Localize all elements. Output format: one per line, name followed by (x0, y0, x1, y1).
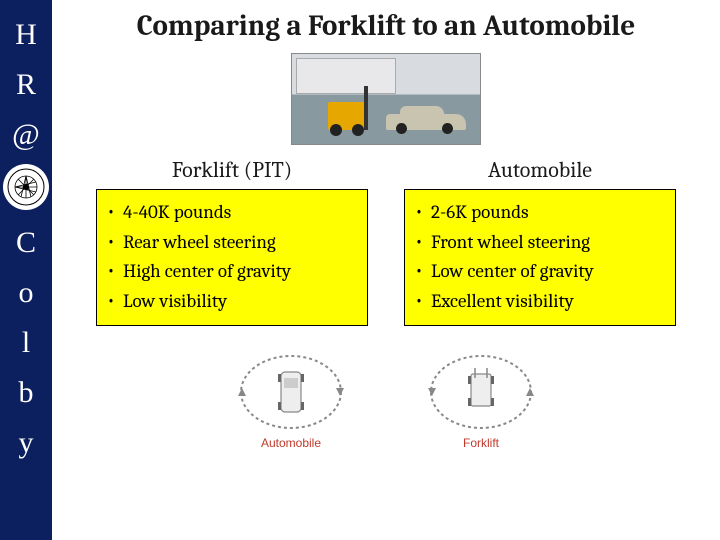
main-content: Comparing a Forklift to an Automobile Fo… (52, 0, 720, 540)
comparison-columns: Forklift (PIT) 4-40K pounds Rear wheel s… (66, 157, 706, 326)
list-item: Low center of gravity (411, 257, 665, 287)
sidebar-letter: C (16, 218, 36, 268)
automobile-column: Automobile 2-6K pounds Front wheel steer… (404, 157, 676, 326)
seal-icon (3, 164, 49, 210)
list-item: 4-40K pounds (103, 198, 357, 228)
sidebar-letter: R (16, 60, 36, 110)
sidebar-letter: H (15, 10, 37, 60)
automobile-diagram-label: Automobile (261, 436, 321, 450)
sidebar-letter: b (19, 368, 34, 418)
list-item: Rear wheel steering (103, 228, 357, 258)
sidebar-letter: o (19, 268, 34, 318)
forklift-box: 4-40K pounds Rear wheel steering High ce… (96, 189, 368, 326)
forklift-column: Forklift (PIT) 4-40K pounds Rear wheel s… (96, 157, 368, 326)
comparison-photo (291, 53, 481, 145)
list-item: Excellent visibility (411, 287, 665, 317)
sidebar-letter: y (19, 418, 34, 468)
automobile-heading: Automobile (404, 157, 676, 183)
forklift-diagram-label: Forklift (463, 436, 499, 450)
sidebar-letter: l (22, 318, 30, 368)
forklift-heading: Forklift (PIT) (96, 157, 368, 183)
automobile-box: 2-6K pounds Front wheel steering Low cen… (404, 189, 676, 326)
forklift-steering-diagram: Forklift (416, 344, 546, 450)
list-item: High center of gravity (103, 257, 357, 287)
list-item: Low visibility (103, 287, 357, 317)
slide-title: Comparing a Forklift to an Automobile (66, 10, 706, 43)
list-item: Front wheel steering (411, 228, 665, 258)
automobile-steering-diagram: Automobile (226, 344, 356, 450)
list-item: 2-6K pounds (411, 198, 665, 228)
steering-diagrams: Automobile Forklift (66, 344, 706, 450)
sidebar: H R @ C o l b y (0, 0, 52, 540)
sidebar-letter: @ (12, 110, 40, 160)
